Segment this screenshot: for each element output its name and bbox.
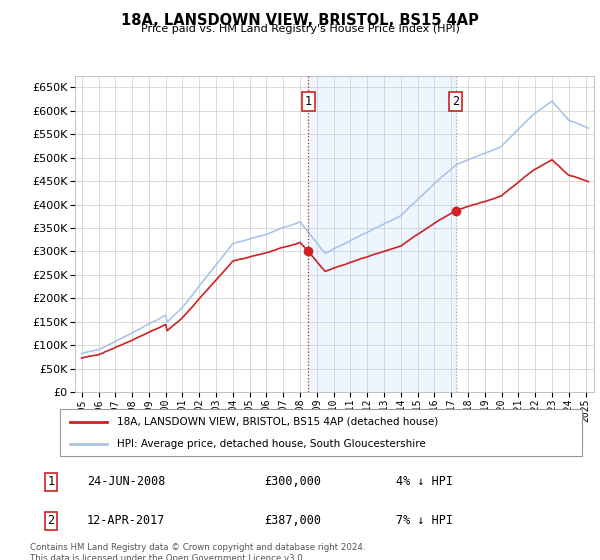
Text: HPI: Average price, detached house, South Gloucestershire: HPI: Average price, detached house, Sout… <box>118 438 426 449</box>
Text: 24-JUN-2008: 24-JUN-2008 <box>87 475 166 488</box>
Text: 2: 2 <box>452 95 460 108</box>
Bar <box>308 76 456 392</box>
Text: 2: 2 <box>47 514 55 528</box>
FancyBboxPatch shape <box>60 409 582 456</box>
Text: Price paid vs. HM Land Registry's House Price Index (HPI): Price paid vs. HM Land Registry's House … <box>140 24 460 34</box>
Text: 1: 1 <box>47 475 55 488</box>
Text: £387,000: £387,000 <box>264 514 321 528</box>
Text: 1: 1 <box>305 95 312 108</box>
Text: £300,000: £300,000 <box>264 475 321 488</box>
Text: 7% ↓ HPI: 7% ↓ HPI <box>396 514 453 528</box>
Text: 4% ↓ HPI: 4% ↓ HPI <box>396 475 453 488</box>
Text: 12-APR-2017: 12-APR-2017 <box>87 514 166 528</box>
Text: 18A, LANSDOWN VIEW, BRISTOL, BS15 4AP: 18A, LANSDOWN VIEW, BRISTOL, BS15 4AP <box>121 13 479 28</box>
Text: Contains HM Land Registry data © Crown copyright and database right 2024.
This d: Contains HM Land Registry data © Crown c… <box>30 543 365 560</box>
Text: 18A, LANSDOWN VIEW, BRISTOL, BS15 4AP (detached house): 18A, LANSDOWN VIEW, BRISTOL, BS15 4AP (d… <box>118 417 439 427</box>
